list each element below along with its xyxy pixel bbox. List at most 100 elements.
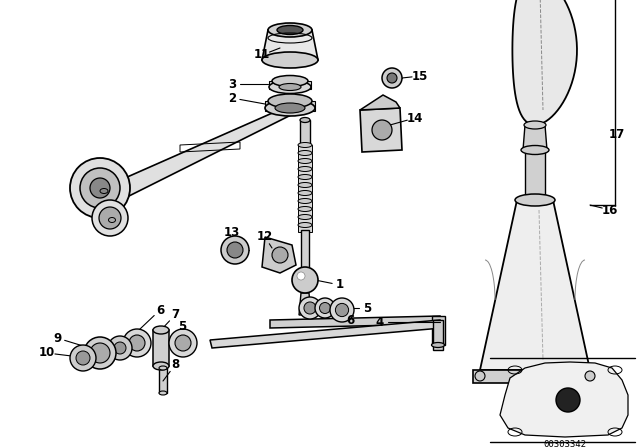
Polygon shape <box>360 108 402 152</box>
Ellipse shape <box>524 121 546 129</box>
Circle shape <box>227 242 243 258</box>
Text: 3: 3 <box>228 78 236 90</box>
Circle shape <box>123 329 151 357</box>
Ellipse shape <box>159 391 167 395</box>
Circle shape <box>108 336 132 360</box>
Polygon shape <box>262 237 296 273</box>
Circle shape <box>292 267 318 293</box>
Text: 7: 7 <box>171 309 179 322</box>
Ellipse shape <box>262 52 318 68</box>
Text: 6: 6 <box>346 314 354 327</box>
Polygon shape <box>473 370 597 383</box>
Polygon shape <box>298 209 312 216</box>
Circle shape <box>315 298 335 318</box>
Ellipse shape <box>298 198 312 203</box>
Polygon shape <box>523 125 547 150</box>
Polygon shape <box>298 161 312 168</box>
Polygon shape <box>298 217 312 224</box>
Ellipse shape <box>153 362 169 370</box>
Polygon shape <box>298 145 312 152</box>
Polygon shape <box>525 150 545 195</box>
Polygon shape <box>298 153 312 160</box>
Text: 13: 13 <box>224 225 240 238</box>
Polygon shape <box>269 81 311 89</box>
Circle shape <box>129 335 145 351</box>
Polygon shape <box>210 320 442 348</box>
Polygon shape <box>298 201 312 208</box>
Text: 8: 8 <box>171 358 179 371</box>
Polygon shape <box>262 30 318 60</box>
Polygon shape <box>125 103 295 198</box>
Ellipse shape <box>153 326 169 334</box>
Ellipse shape <box>159 366 167 370</box>
Ellipse shape <box>268 94 312 108</box>
Circle shape <box>84 337 116 369</box>
Polygon shape <box>298 193 312 200</box>
Text: 2: 2 <box>228 91 236 104</box>
Circle shape <box>585 371 595 381</box>
Polygon shape <box>265 101 315 111</box>
Circle shape <box>319 302 330 314</box>
Ellipse shape <box>269 81 311 94</box>
Polygon shape <box>298 185 312 192</box>
Polygon shape <box>153 330 169 366</box>
Ellipse shape <box>298 190 312 195</box>
Text: 17: 17 <box>609 129 625 142</box>
Circle shape <box>90 343 110 363</box>
Text: 5: 5 <box>178 320 186 333</box>
Ellipse shape <box>298 142 312 147</box>
Ellipse shape <box>298 223 312 228</box>
Ellipse shape <box>515 194 555 206</box>
Polygon shape <box>513 0 577 125</box>
Circle shape <box>556 388 580 412</box>
Ellipse shape <box>272 76 308 86</box>
Ellipse shape <box>431 343 445 348</box>
Circle shape <box>175 335 191 351</box>
Text: 12: 12 <box>257 231 273 244</box>
Text: 11: 11 <box>254 48 270 61</box>
Circle shape <box>335 303 349 317</box>
Polygon shape <box>159 368 167 393</box>
Text: 14: 14 <box>407 112 423 125</box>
Circle shape <box>92 200 128 236</box>
Circle shape <box>80 168 120 208</box>
Text: 6: 6 <box>156 303 164 316</box>
Text: 4: 4 <box>376 315 384 328</box>
Circle shape <box>221 236 249 264</box>
Ellipse shape <box>275 103 305 113</box>
Circle shape <box>387 73 397 83</box>
Polygon shape <box>299 293 311 315</box>
Ellipse shape <box>298 207 312 211</box>
Circle shape <box>169 329 197 357</box>
Circle shape <box>76 351 90 365</box>
Ellipse shape <box>279 83 301 90</box>
Text: 5: 5 <box>363 302 371 314</box>
Circle shape <box>90 178 110 198</box>
Circle shape <box>330 298 354 322</box>
Ellipse shape <box>268 23 312 37</box>
Polygon shape <box>500 362 628 437</box>
Circle shape <box>382 68 402 88</box>
Polygon shape <box>301 230 309 270</box>
Circle shape <box>299 297 321 319</box>
Text: 9: 9 <box>53 332 61 345</box>
Ellipse shape <box>265 100 315 116</box>
Circle shape <box>372 120 392 140</box>
Circle shape <box>272 247 288 263</box>
Polygon shape <box>298 225 312 232</box>
Polygon shape <box>298 177 312 184</box>
Circle shape <box>304 302 316 314</box>
Circle shape <box>114 342 126 354</box>
Ellipse shape <box>298 159 312 164</box>
Polygon shape <box>433 320 443 350</box>
Ellipse shape <box>298 151 312 155</box>
Polygon shape <box>300 120 310 145</box>
Text: 16: 16 <box>602 203 618 216</box>
Ellipse shape <box>298 175 312 180</box>
Text: 1: 1 <box>336 279 344 292</box>
Circle shape <box>70 345 96 371</box>
Polygon shape <box>298 169 312 176</box>
Polygon shape <box>432 316 445 345</box>
Ellipse shape <box>300 117 310 122</box>
Polygon shape <box>480 200 590 370</box>
